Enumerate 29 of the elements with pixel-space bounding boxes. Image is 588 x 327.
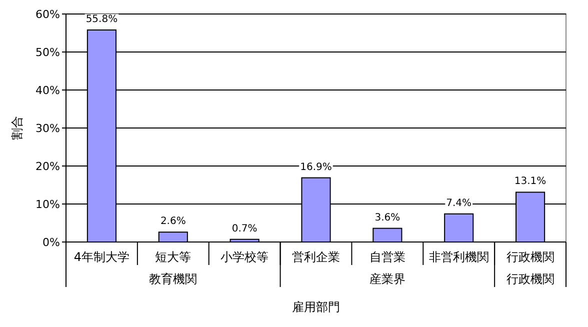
- x-tick-label: 小学校等: [220, 250, 269, 264]
- x-tick-label: 行政機関: [506, 250, 554, 264]
- data-label: 2.6%: [160, 216, 186, 228]
- y-tick-label: 40%: [36, 84, 60, 97]
- y-tick-label: 50%: [36, 46, 60, 59]
- x-tick-label: 短大等: [155, 250, 192, 264]
- data-label: 16.9%: [300, 162, 332, 173]
- x-tick-label: 非営利機関: [428, 250, 489, 264]
- data-label: 7.4%: [446, 198, 472, 209]
- data-label: 13.1%: [514, 176, 546, 188]
- bar: [372, 228, 402, 242]
- y-tick-label: 10%: [36, 198, 60, 211]
- y-axis-title: 割合: [10, 116, 24, 140]
- y-tick-label: 20%: [36, 160, 60, 173]
- data-label: 0.7%: [232, 223, 258, 234]
- x-axis-title: 雇用部門: [292, 300, 340, 314]
- data-label: 3.6%: [374, 212, 400, 224]
- bar: [158, 232, 188, 242]
- data-label: 55.8%: [86, 14, 118, 25]
- text: 行政機関: [506, 272, 554, 286]
- bar: [444, 213, 474, 242]
- x-tick-label: 4年制大学: [74, 250, 130, 264]
- text: 教育機関: [149, 272, 198, 286]
- text: 産業界: [369, 272, 406, 286]
- y-tick-label: 30%: [36, 122, 60, 135]
- y-tick-label: 0%: [42, 236, 60, 249]
- x-tick-label: 自営業: [369, 250, 406, 264]
- x-tick-label: 営利企業: [292, 250, 340, 264]
- y-tick-label: 60%: [36, 8, 60, 21]
